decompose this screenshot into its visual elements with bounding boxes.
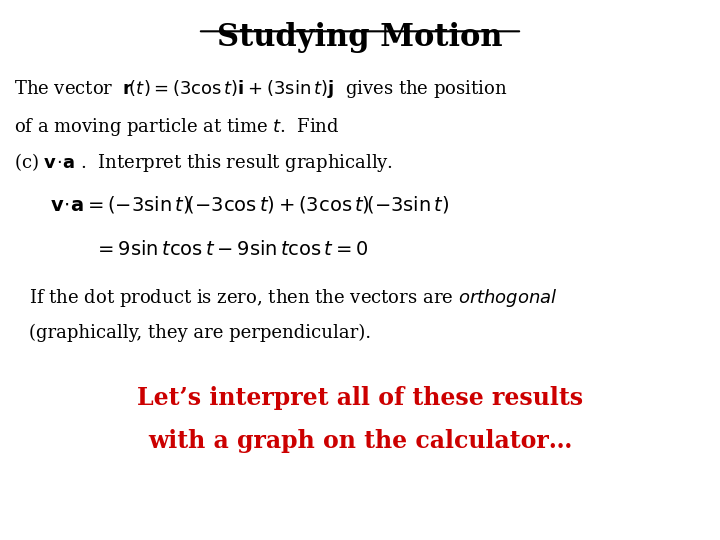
- Text: (graphically, they are perpendicular).: (graphically, they are perpendicular).: [29, 324, 371, 342]
- Text: (c) $\mathbf{v}\!\cdot\!\mathbf{a}$ .  Interpret this result graphically.: (c) $\mathbf{v}\!\cdot\!\mathbf{a}$ . In…: [14, 151, 394, 174]
- Text: Studying Motion: Studying Motion: [217, 22, 503, 52]
- Text: with a graph on the calculator…: with a graph on the calculator…: [148, 429, 572, 453]
- Text: $=9\sin t\cos t-9\sin t\cos t=0$: $=9\sin t\cos t-9\sin t\cos t=0$: [94, 240, 368, 259]
- Text: of a moving particle at time $t$.  Find: of a moving particle at time $t$. Find: [14, 116, 340, 138]
- Text: $\mathbf{v}\!\cdot\!\mathbf{a}=\left(-3\sin t\right)\!\left(-3\cos t\right)+\lef: $\mathbf{v}\!\cdot\!\mathbf{a}=\left(-3\…: [50, 194, 450, 215]
- Text: Let’s interpret all of these results: Let’s interpret all of these results: [137, 386, 583, 410]
- Text: The vector  $\mathbf{r}\!\left(t\right)=\left(3\cos t\right)\mathbf{i}+\left(3\s: The vector $\mathbf{r}\!\left(t\right)=\…: [14, 78, 508, 100]
- Text: If the dot product is zero, then the vectors are $\mathit{orthogonal}$: If the dot product is zero, then the vec…: [29, 287, 557, 309]
